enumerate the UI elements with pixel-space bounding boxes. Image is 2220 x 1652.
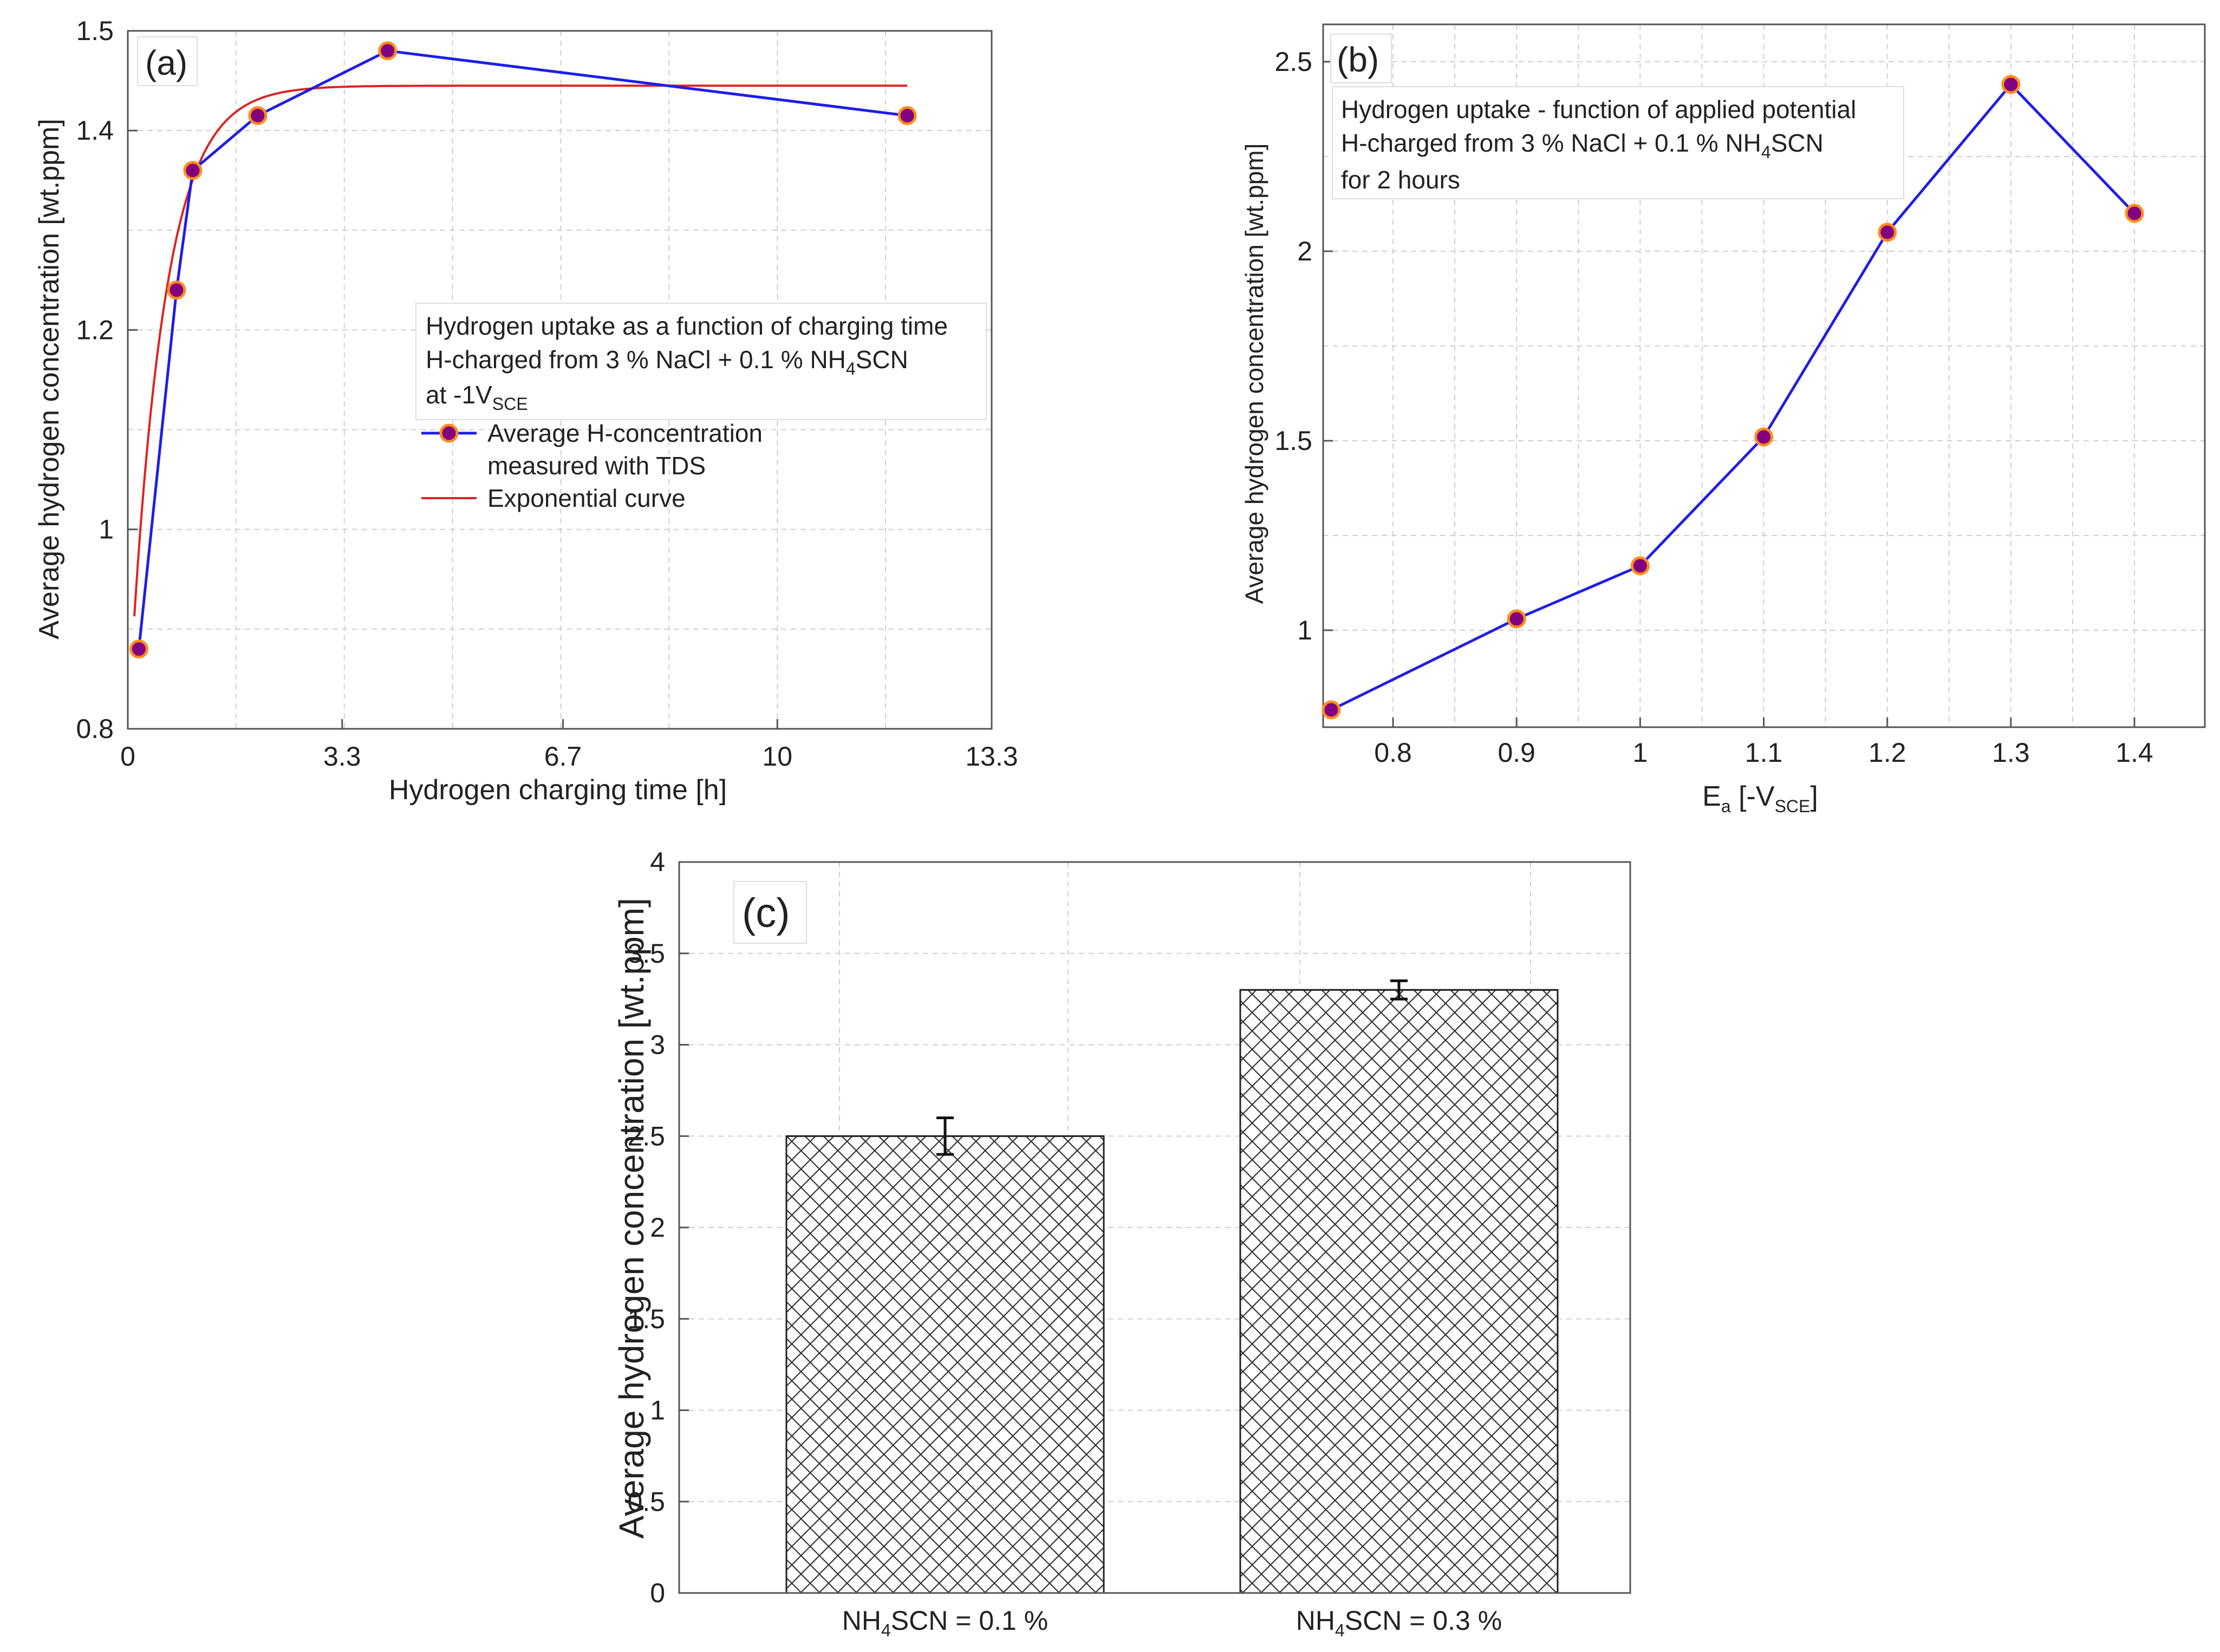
panel-a-legend-marker-swatch	[439, 423, 459, 443]
panel-c-bars	[785, 979, 1559, 1594]
panel-a-legend-box	[415, 303, 987, 420]
panel-b-y-tick-label: 2.5	[1274, 47, 1312, 77]
panel-c-label: (c)	[742, 890, 790, 936]
panel-c-category-label: NH4SCN = 0.3 %	[1296, 1605, 1502, 1640]
panel-b-data-point	[1321, 700, 1341, 720]
panel-c-label-box	[733, 881, 807, 944]
panel-b-data-point	[1754, 427, 1774, 447]
panel-a-plot-frame	[127, 30, 993, 730]
panel-a-points	[129, 41, 917, 659]
panel-a-legend-entry-1b: measured with TDS	[487, 452, 706, 480]
panel-c-bar	[1239, 989, 1559, 1594]
panel-b-label-box	[1330, 34, 1392, 83]
panel-c-y-tick-label: 3.5	[627, 938, 665, 969]
panel-a-x-tick-label: 0	[120, 741, 135, 772]
panel-b-data-point	[1507, 609, 1526, 629]
panel-a-ticks: 0 3.3 6.7 10 13.3 0.8 1 1.2 1.4 1.5	[76, 16, 1018, 772]
panel-c-chart: 0 0.5 1 1.5 2 2.5 3 3.5 4 NH4SCN = 0.1 % NH4SCN = …	[612, 847, 1631, 1640]
panel-c-y-axis-label: Average hydrogen concentration [wt.ppm]	[612, 898, 651, 1539]
panel-b-points	[1321, 75, 2144, 720]
panel-b-ticks: 0.8 0.9 1 1.1 1.2 1.3 1.4 1 1.5 2 2.5	[1274, 47, 2153, 768]
panel-a-y-tick-label: 1.4	[76, 115, 114, 146]
panel-a-y-axis-label: Average hydrogen concentration [wt.ppm]	[34, 119, 65, 639]
panel-a-x-tick-label: 10	[762, 741, 792, 772]
panel-a-data-point	[248, 106, 268, 126]
panel-c-y-tick-label: 4	[650, 847, 665, 877]
panel-b-x-tick-label: 1.4	[2115, 737, 2153, 768]
panel-c-y-tick-label: 2.5	[627, 1121, 665, 1151]
panel-b-x-tick-label: 1.1	[1745, 737, 1783, 768]
panel-a-legend-title-1: Hydrogen uptake as a function of chargin…	[426, 312, 948, 340]
panel-c-category-label: NH4SCN = 0.1 %	[842, 1605, 1048, 1640]
panel-a-legend-entry-1: Average H-concentration	[487, 419, 763, 447]
panel-a-x-tick-label: 3.3	[323, 741, 361, 772]
panel-c-y-tick-label: 2	[650, 1212, 665, 1243]
panel-b-data-point	[2001, 75, 2021, 94]
panel-a-data-point	[129, 639, 148, 659]
panel-b-legend: Hydrogen uptake - function of applied po…	[1332, 86, 1904, 199]
panel-a-x-axis-label: Hydrogen charging time [h]	[389, 774, 727, 806]
panel-a-legend: Hydrogen uptake as a function of chargin…	[415, 303, 987, 512]
panel-b-legend-title-1: Hydrogen uptake - function of applied po…	[1341, 95, 1856, 123]
panel-b-legend-title-2: H-charged from 3 % NaCl + 0.1 % NH4SCN	[1341, 129, 1824, 162]
panel-b-legend-box	[1332, 86, 1904, 199]
panel-c-ticks: 0 0.5 1 1.5 2 2.5 3 3.5 4 NH4SCN = 0.1 % NH4SCN = …	[627, 847, 1502, 1640]
panel-b-y-tick-label: 2	[1297, 236, 1312, 266]
panel-a-y-tick-label: 1	[99, 514, 114, 545]
panel-a-y-tick-label: 0.8	[76, 714, 114, 744]
panel-a-series-line	[137, 49, 908, 649]
panel-a-x-tick-label: 6.7	[544, 741, 582, 772]
panel-b-x-tick-label: 0.8	[1374, 737, 1412, 768]
panel-a-legend-title-2: H-charged from 3 % NaCl + 0.1 % NH4SCN	[426, 345, 908, 378]
panel-b-chart: 0.8 0.9 1 1.1 1.2 1.3 1.4 1 1.5 2 2.5 (b) Hydrogen…	[1240, 23, 2206, 816]
panel-b-label: (b)	[1337, 40, 1379, 79]
panel-a-data-point	[183, 161, 203, 180]
panel-a-exponential-curve	[133, 84, 908, 617]
panel-c-y-tick-label: 1	[650, 1395, 665, 1426]
panel-c-bar	[785, 1135, 1105, 1594]
panel-a-y-tick-label: 1.5	[76, 16, 114, 46]
panel-b-x-tick-label: 1.3	[1992, 737, 2030, 768]
panel-b-x-tick-label: 1.2	[1869, 737, 1906, 768]
panel-a-label-box	[137, 36, 198, 86]
panel-a-data-point	[378, 41, 398, 61]
panel-b-x-axis-label: Ea [-VSCE]	[1702, 781, 1818, 816]
panel-c-y-tick-label: 1.5	[627, 1304, 665, 1334]
panel-a-chart: 0 3.3 6.7 10 13.3 0.8 1 1.2 1.4 1.5 (a) Hydrogen …	[34, 16, 1018, 806]
panel-c-y-tick-label: 3	[650, 1030, 665, 1060]
panel-b-data-point	[2125, 204, 2144, 223]
panel-b-x-tick-label: 0.9	[1498, 737, 1535, 768]
panel-b-y-tick-label: 1	[1297, 615, 1312, 645]
panel-b-y-axis-label: Average hydrogen concentration [wt.ppm]	[1240, 143, 1268, 604]
panel-b-y-tick-label: 1.5	[1274, 426, 1312, 456]
panel-a-legend-title-3: at -1VSCE	[426, 381, 528, 414]
panel-a-legend-entry-2: Exponential curve	[487, 484, 686, 512]
panel-b-data-point	[1878, 223, 1897, 242]
panel-a-data-point	[897, 106, 917, 126]
panel-c-y-tick-label: 0	[650, 1578, 665, 1608]
panel-a-data-point	[167, 280, 186, 300]
panel-a-label: (a)	[145, 43, 187, 82]
panel-b-data-point	[1630, 556, 1650, 576]
panel-b-x-tick-label: 1	[1632, 737, 1648, 768]
panel-c-y-tick-label: 0.5	[627, 1486, 665, 1517]
panel-b-legend-title-3: for 2 hours	[1341, 166, 1460, 194]
panel-a-y-tick-label: 1.2	[76, 315, 114, 345]
panel-a-x-tick-label: 13.3	[965, 741, 1018, 772]
